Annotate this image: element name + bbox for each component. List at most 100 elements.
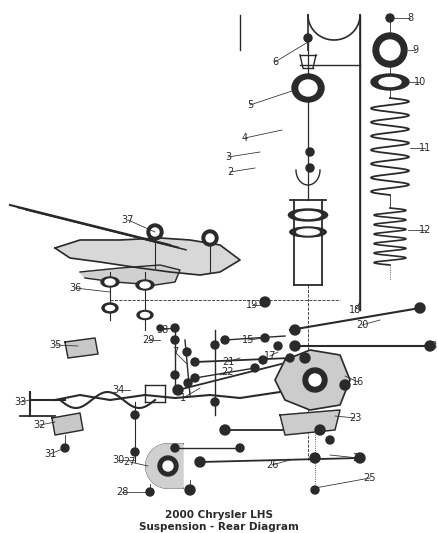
Circle shape	[315, 425, 325, 435]
Circle shape	[274, 342, 282, 350]
Ellipse shape	[106, 305, 114, 311]
Circle shape	[309, 374, 321, 386]
Circle shape	[171, 371, 179, 379]
Ellipse shape	[105, 279, 115, 285]
Text: 22: 22	[222, 367, 234, 377]
Text: 34: 34	[112, 385, 124, 395]
Text: 28: 28	[116, 487, 128, 497]
Circle shape	[415, 303, 425, 313]
Circle shape	[251, 364, 259, 372]
Text: 38: 38	[156, 325, 168, 335]
Text: 3: 3	[225, 152, 231, 162]
Text: 11: 11	[419, 143, 431, 153]
Circle shape	[191, 358, 199, 366]
Polygon shape	[52, 413, 83, 435]
Circle shape	[260, 297, 270, 307]
Circle shape	[184, 379, 192, 387]
Circle shape	[303, 368, 327, 392]
Text: 9: 9	[412, 45, 418, 55]
Circle shape	[131, 448, 139, 456]
Text: 10: 10	[414, 77, 426, 87]
Ellipse shape	[140, 282, 150, 288]
Circle shape	[158, 456, 178, 476]
Circle shape	[211, 341, 219, 349]
Circle shape	[300, 353, 310, 363]
Circle shape	[171, 336, 179, 344]
Circle shape	[211, 398, 219, 406]
Text: 17: 17	[264, 351, 276, 361]
Text: 4: 4	[242, 133, 248, 143]
Circle shape	[425, 341, 435, 351]
Text: 23: 23	[349, 413, 361, 423]
Circle shape	[306, 148, 314, 156]
Circle shape	[185, 485, 195, 495]
Ellipse shape	[102, 303, 118, 313]
Circle shape	[310, 453, 320, 463]
Ellipse shape	[101, 277, 119, 287]
Polygon shape	[65, 338, 98, 358]
Circle shape	[163, 461, 173, 471]
Text: 13: 13	[426, 341, 438, 351]
Circle shape	[259, 356, 267, 364]
Circle shape	[191, 374, 199, 382]
Text: 19: 19	[246, 300, 258, 310]
Text: 15: 15	[242, 335, 254, 345]
Text: 18: 18	[349, 305, 361, 315]
Text: 2000 Chrysler LHS
Suspension - Rear Diagram: 2000 Chrysler LHS Suspension - Rear Diag…	[139, 510, 299, 532]
Circle shape	[373, 33, 407, 67]
Text: 2: 2	[227, 167, 233, 177]
Circle shape	[171, 324, 179, 332]
Ellipse shape	[292, 74, 324, 102]
Text: 16: 16	[352, 377, 364, 387]
Text: 7: 7	[172, 347, 178, 357]
Circle shape	[355, 453, 365, 463]
Circle shape	[131, 411, 139, 419]
Polygon shape	[80, 265, 180, 285]
Circle shape	[311, 486, 319, 494]
Text: 32: 32	[34, 420, 46, 430]
Circle shape	[326, 436, 334, 444]
Text: 26: 26	[266, 460, 278, 470]
Text: 33: 33	[14, 397, 26, 407]
Circle shape	[286, 354, 294, 362]
Ellipse shape	[295, 212, 321, 219]
Polygon shape	[275, 350, 350, 410]
Text: 37: 37	[122, 215, 134, 225]
Circle shape	[304, 34, 312, 42]
Circle shape	[290, 325, 300, 335]
Circle shape	[261, 334, 269, 342]
Circle shape	[183, 348, 191, 356]
Circle shape	[157, 325, 163, 331]
Polygon shape	[55, 238, 240, 275]
Polygon shape	[280, 410, 340, 435]
Ellipse shape	[371, 74, 409, 90]
Text: 12: 12	[419, 225, 431, 235]
Circle shape	[146, 488, 154, 496]
Circle shape	[202, 230, 218, 246]
Circle shape	[386, 14, 394, 22]
Circle shape	[206, 234, 214, 242]
Ellipse shape	[137, 311, 153, 319]
Text: 36: 36	[69, 283, 81, 293]
Ellipse shape	[288, 209, 328, 221]
Text: 20: 20	[356, 320, 368, 330]
Circle shape	[221, 336, 229, 344]
Text: 25: 25	[364, 473, 376, 483]
Circle shape	[340, 380, 350, 390]
Text: 5: 5	[247, 100, 253, 110]
Polygon shape	[146, 444, 183, 488]
Ellipse shape	[141, 312, 149, 318]
Text: 27: 27	[124, 457, 136, 467]
Circle shape	[306, 164, 314, 172]
Text: 31: 31	[44, 449, 56, 459]
Ellipse shape	[297, 229, 319, 235]
Text: 6: 6	[272, 57, 278, 67]
Text: 30: 30	[112, 455, 124, 465]
Text: 24: 24	[352, 453, 364, 463]
Circle shape	[151, 228, 159, 236]
Circle shape	[173, 385, 183, 395]
Text: 8: 8	[407, 13, 413, 23]
Ellipse shape	[299, 80, 317, 96]
Ellipse shape	[136, 280, 154, 290]
Circle shape	[380, 40, 400, 60]
